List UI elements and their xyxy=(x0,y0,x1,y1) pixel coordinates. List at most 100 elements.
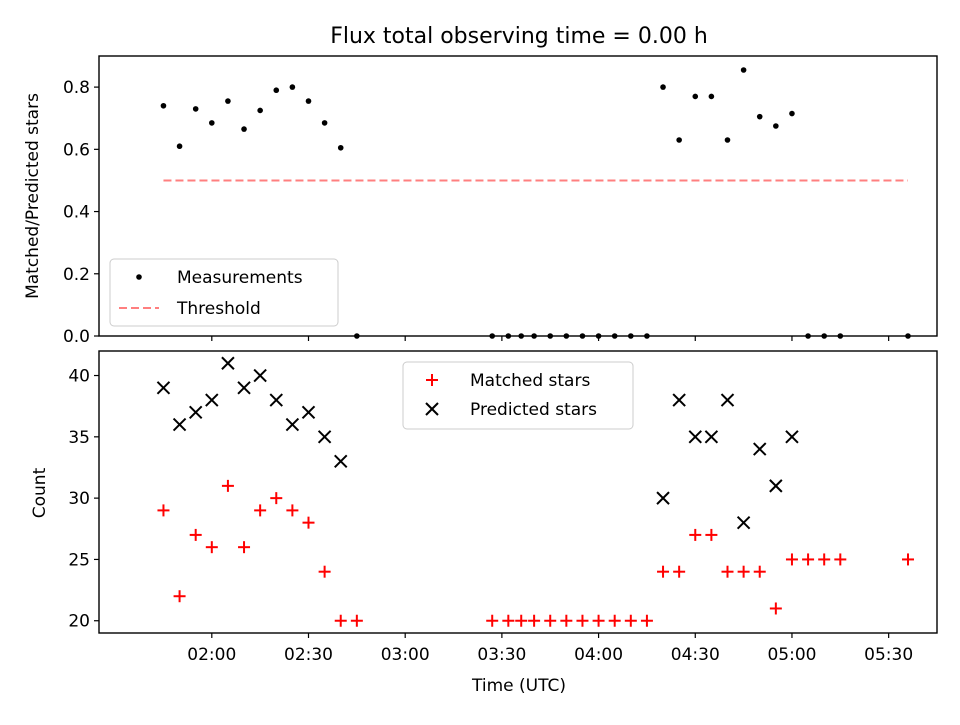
chart-title: Flux total observing time = 0.00 h xyxy=(330,24,708,49)
matched-point xyxy=(624,614,637,627)
predicted-point xyxy=(269,393,283,407)
matched-point xyxy=(189,528,202,541)
predicted-point xyxy=(785,430,799,444)
predicted-point xyxy=(301,405,316,420)
bottom-x-ticks: 02:00 02:30 03:00 03:30 04:00 04:30 05:00 05:30 xyxy=(187,633,913,665)
measurement-point xyxy=(209,120,215,126)
top-y-tick-label: 0.6 xyxy=(63,140,90,160)
bottom-y-tick-label: 20 xyxy=(68,612,90,632)
matched-point xyxy=(350,614,363,627)
measurement-point xyxy=(676,137,682,143)
top-legend-box xyxy=(109,258,339,327)
bottom-y-tick-label: 30 xyxy=(68,489,90,509)
legend-threshold-label: Threshold xyxy=(176,299,261,319)
top-y-tick-label: 0.2 xyxy=(63,265,90,285)
predicted-point xyxy=(188,405,203,420)
matched-point xyxy=(221,479,234,492)
bottom-x-tick-label: 02:00 xyxy=(187,645,236,665)
top-legend: Measurements Threshold xyxy=(109,258,339,327)
bottom-x-tick-label: 02:30 xyxy=(284,645,333,665)
matched-point xyxy=(673,565,686,578)
matched-point xyxy=(238,541,251,554)
matched-point xyxy=(334,614,347,627)
bottom-x-tick-label: 03:30 xyxy=(477,645,526,665)
top-marks xyxy=(160,67,911,339)
predicted-point xyxy=(753,442,767,456)
top-x-ticks xyxy=(211,336,890,341)
bottom-marks xyxy=(156,356,914,627)
bottom-y-tick-label: 35 xyxy=(68,428,90,448)
matched-point xyxy=(576,614,589,627)
bottom-panel: 20 25 30 35 40 02:00 02:30 03:00 03:30 04:00 04:3… xyxy=(30,350,938,696)
matched-point xyxy=(318,565,331,578)
matched-point xyxy=(286,504,299,517)
matched-point xyxy=(528,614,541,627)
matched-point xyxy=(560,614,573,627)
measurement-point xyxy=(773,123,779,129)
measurement-point xyxy=(257,107,263,114)
predicted-point xyxy=(253,368,267,383)
measurement-point xyxy=(740,67,747,73)
top-y-tick-label: 0.0 xyxy=(63,327,90,347)
measurement-point xyxy=(789,110,795,117)
matched-point xyxy=(173,590,186,603)
top-y-tick-label: 0.4 xyxy=(63,203,90,223)
matched-point xyxy=(689,528,702,541)
measurement-point xyxy=(192,106,199,112)
bottom-y-ticks: 20 25 30 35 40 xyxy=(68,367,99,632)
matched-point xyxy=(592,614,605,627)
top-y-axis-label: Matched/Predicted stars xyxy=(23,93,43,299)
matched-point xyxy=(205,541,218,554)
legend-predicted-label: Predicted stars xyxy=(470,400,597,420)
matched-point xyxy=(657,565,670,578)
predicted-point xyxy=(317,430,332,444)
predicted-point xyxy=(736,515,751,530)
bottom-x-tick-label: 04:30 xyxy=(671,645,720,665)
measurement-point xyxy=(321,120,328,126)
bottom-legend-box xyxy=(402,361,634,430)
predicted-point xyxy=(334,454,348,469)
predicted-point xyxy=(221,356,235,370)
predicted-point xyxy=(172,417,187,432)
bottom-x-tick-label: 03:00 xyxy=(381,645,430,665)
matched-point xyxy=(157,504,170,517)
legend-matched-label: Matched stars xyxy=(470,371,590,391)
matched-point xyxy=(737,565,750,578)
bottom-x-tick-label: 04:00 xyxy=(574,645,623,665)
predicted-point xyxy=(237,381,251,395)
predicted-point xyxy=(688,430,702,444)
matched-point xyxy=(608,614,621,627)
predicted-point xyxy=(656,491,670,505)
predicted-point xyxy=(704,430,719,444)
bottom-legend: Matched stars Predicted stars xyxy=(402,361,634,430)
matched-point xyxy=(753,565,766,578)
legend-predicted-marker xyxy=(425,402,439,416)
measurement-point xyxy=(225,98,231,104)
bottom-axes-frame xyxy=(98,350,938,634)
top-panel: 0.00.20.40.60.8 Matched/Predicted stars … xyxy=(23,55,938,347)
matched-point xyxy=(486,614,499,627)
matched-point xyxy=(302,516,315,529)
predicted-point xyxy=(720,393,735,407)
bottom-x-tick-label: 05:30 xyxy=(864,645,913,665)
measurement-point xyxy=(756,113,763,120)
bottom-y-tick-label: 25 xyxy=(68,550,90,570)
predicted-point xyxy=(672,393,686,407)
matched-point xyxy=(270,492,283,505)
x-axis-label: Time (UTC) xyxy=(471,676,566,696)
predicted-point xyxy=(285,417,300,432)
measurement-point xyxy=(337,144,344,151)
matched-point xyxy=(802,553,815,566)
matched-point xyxy=(834,553,847,566)
legend-measurements-marker xyxy=(136,274,142,280)
predicted-point xyxy=(205,393,219,407)
matched-point xyxy=(705,528,718,541)
measurement-point xyxy=(273,87,280,94)
measurement-point xyxy=(708,93,715,100)
bottom-y-tick-label: 40 xyxy=(68,367,90,387)
bottom-y-axis-label: Count xyxy=(30,467,50,518)
matched-point xyxy=(721,565,734,578)
